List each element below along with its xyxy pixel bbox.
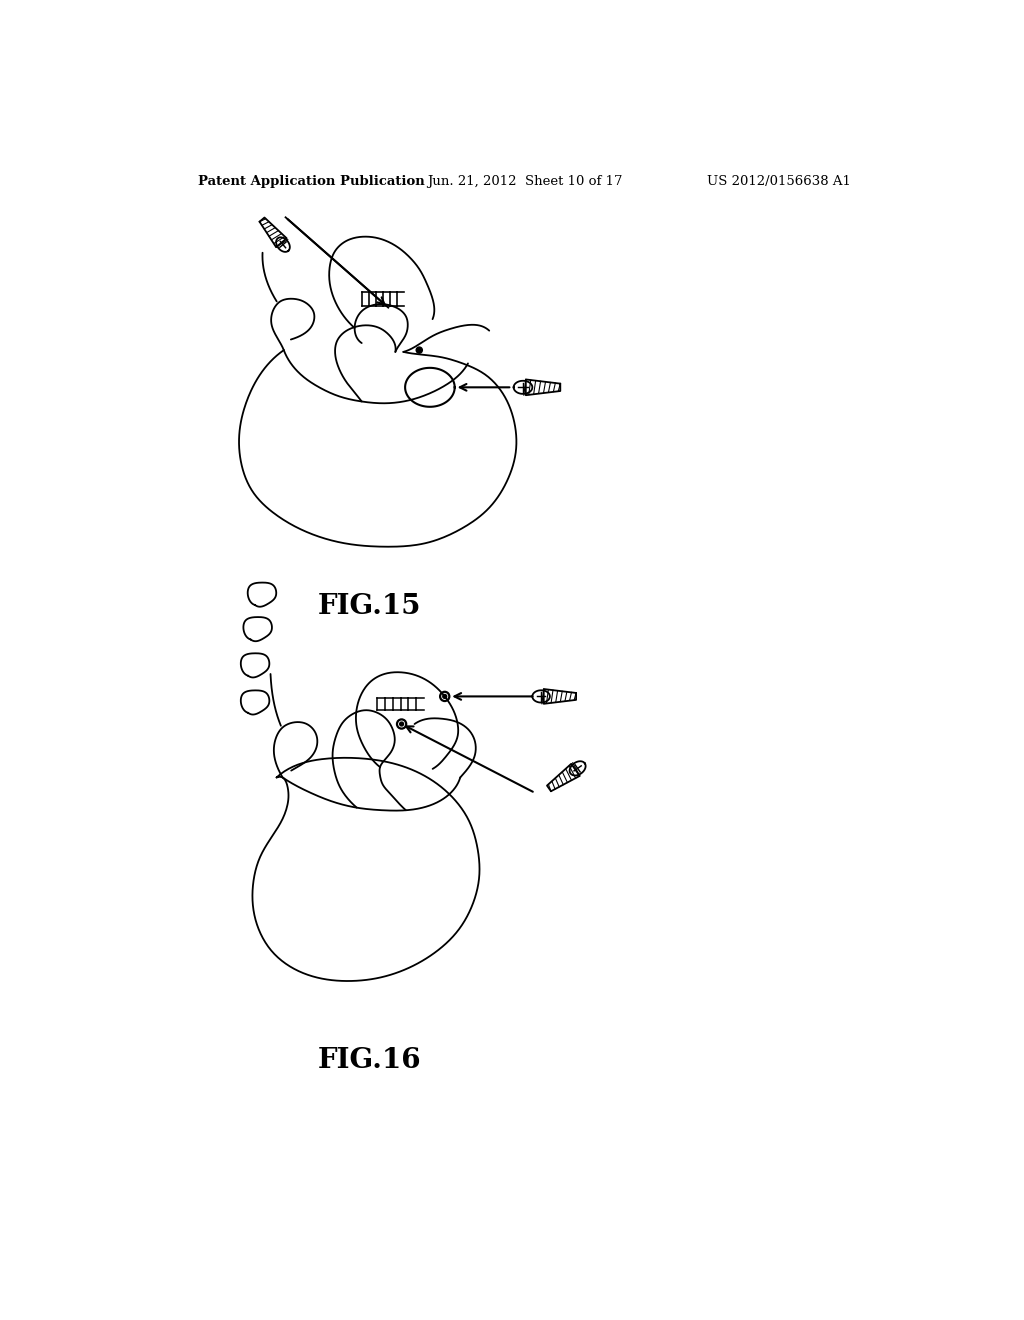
Text: Patent Application Publication: Patent Application Publication xyxy=(199,176,425,189)
Text: Jun. 21, 2012  Sheet 10 of 17: Jun. 21, 2012 Sheet 10 of 17 xyxy=(427,176,623,189)
Text: FIG.16: FIG.16 xyxy=(317,1047,421,1074)
Circle shape xyxy=(416,347,422,354)
Text: US 2012/0156638 A1: US 2012/0156638 A1 xyxy=(707,176,851,189)
Circle shape xyxy=(399,722,403,726)
Text: FIG.15: FIG.15 xyxy=(317,593,421,620)
Circle shape xyxy=(442,694,446,698)
